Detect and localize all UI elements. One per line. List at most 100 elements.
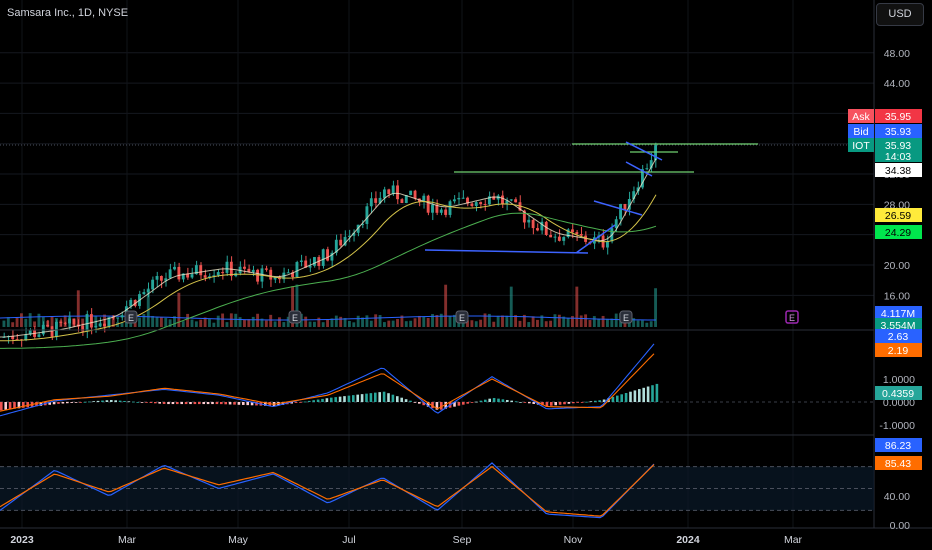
volume-bar xyxy=(404,321,408,327)
macd-histogram-bar xyxy=(545,402,549,406)
volume-bar xyxy=(168,319,172,327)
macd-histogram-bar xyxy=(22,402,25,408)
trend-drawings[interactable] xyxy=(0,141,874,254)
macd-histogram-bar xyxy=(338,396,342,402)
volume-bar xyxy=(361,317,364,327)
candle-body xyxy=(286,272,290,274)
time-tick-label: Jul xyxy=(342,534,355,546)
macd-histogram-bar xyxy=(572,402,575,404)
candle-body xyxy=(641,169,644,188)
candle-body xyxy=(313,257,316,266)
macd-histogram-bar xyxy=(598,400,601,402)
candle-body xyxy=(400,199,404,204)
candle-body xyxy=(483,204,487,206)
volume-bar xyxy=(216,315,220,327)
candle-body xyxy=(461,197,465,199)
price-grid xyxy=(0,0,874,528)
macd-histogram-bar xyxy=(457,402,461,406)
ask-tag-label-box xyxy=(848,109,874,123)
volume-bar xyxy=(15,317,19,327)
volume-bar xyxy=(164,317,168,327)
volume-bar xyxy=(483,313,487,327)
time-tick-label: Nov xyxy=(564,534,583,546)
candle-body xyxy=(387,189,391,195)
time-tick-label: Sep xyxy=(453,534,472,546)
macd-histogram-bar xyxy=(629,391,632,402)
macd-histogram-bar xyxy=(127,401,131,403)
rsi-tick-label: 0.00 xyxy=(890,520,911,532)
volume-bar xyxy=(194,321,198,327)
candle-body xyxy=(216,272,220,276)
flag-upper-line xyxy=(625,141,663,161)
macd-histogram-bar xyxy=(52,402,56,405)
volume-bar xyxy=(549,320,553,327)
macd-histogram-bar xyxy=(646,386,650,402)
volume-bar xyxy=(487,313,491,327)
macd-histogram-bar xyxy=(118,400,122,402)
volume-bar xyxy=(606,318,609,327)
volume-bar xyxy=(234,313,238,327)
candle-body xyxy=(295,262,299,278)
candle-body xyxy=(107,317,111,327)
candle-body xyxy=(422,195,426,202)
candle-body xyxy=(487,196,491,205)
volume-bar xyxy=(238,317,242,327)
flag-lower-line xyxy=(625,161,653,177)
currency-button[interactable]: USD xyxy=(876,3,924,26)
macd-histogram-bar xyxy=(303,401,307,403)
volume-bar xyxy=(321,322,325,327)
macd-histogram-bar xyxy=(26,402,29,408)
histogram-tag-box xyxy=(875,386,922,400)
candle-body xyxy=(330,252,334,261)
volume-bar xyxy=(247,319,251,327)
volume-bar xyxy=(81,318,85,327)
volume-bar xyxy=(518,320,522,327)
candle-body xyxy=(46,324,50,327)
macd-histogram-bar xyxy=(61,402,65,404)
volume-bar xyxy=(531,316,535,327)
macd-histogram-bar xyxy=(228,402,232,405)
volume-bar xyxy=(212,322,216,327)
candle-body xyxy=(177,266,181,280)
macd-histogram-bar xyxy=(616,395,619,402)
candle-body xyxy=(649,160,653,169)
candle-body xyxy=(221,272,225,274)
candle-body xyxy=(59,321,63,323)
signal-tag-box xyxy=(875,343,922,357)
volume-bar xyxy=(396,319,399,327)
volume-bar xyxy=(649,321,653,327)
histogram-tag-value: 0.4359 xyxy=(882,388,914,400)
macd-histogram-bar xyxy=(497,398,500,402)
bid-tag-label-box xyxy=(848,124,874,138)
volume-bar xyxy=(588,320,592,327)
candle-body xyxy=(623,204,627,210)
macd-histogram-bar xyxy=(246,402,249,406)
candle-body xyxy=(361,223,364,225)
time-tick-label: 2023 xyxy=(10,534,34,546)
macd-histogram-bar xyxy=(39,402,43,406)
volume-bar xyxy=(225,322,229,327)
candle-body xyxy=(452,199,456,202)
macd-histogram-bar xyxy=(387,393,390,402)
candle-body xyxy=(396,185,399,200)
volume-bar xyxy=(466,320,469,327)
volume-bar xyxy=(173,316,176,327)
candle-body xyxy=(321,249,325,266)
candle-body xyxy=(540,221,544,231)
macd-histogram-bar xyxy=(554,402,557,406)
macd-histogram-bar xyxy=(655,383,659,402)
volume-bar xyxy=(501,315,504,327)
candle-body xyxy=(571,229,574,233)
last-tag-box xyxy=(875,138,922,152)
macd-histogram-bar xyxy=(510,400,513,402)
volume-bar xyxy=(374,314,378,327)
candle-body xyxy=(299,260,303,263)
stoch-d-line xyxy=(0,464,655,517)
macd-histogram-bar xyxy=(224,402,227,405)
volume-bar xyxy=(509,286,513,327)
macd-histogram-bar xyxy=(558,402,562,405)
macd-histogram-bar xyxy=(202,402,205,405)
candle-body xyxy=(308,265,312,268)
